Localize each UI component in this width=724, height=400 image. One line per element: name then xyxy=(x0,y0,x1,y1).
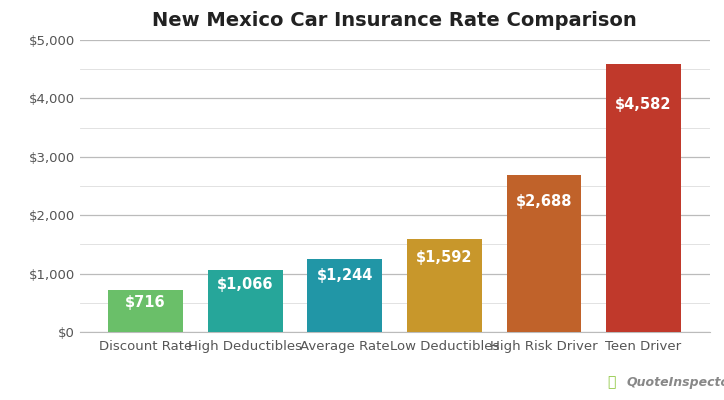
Text: Ⓢ: Ⓢ xyxy=(607,375,616,389)
Text: $716: $716 xyxy=(125,295,166,310)
Bar xyxy=(208,270,282,332)
Text: $1,066: $1,066 xyxy=(217,277,274,292)
Title: New Mexico Car Insurance Rate Comparison: New Mexico Car Insurance Rate Comparison xyxy=(152,11,637,30)
Bar xyxy=(407,239,481,332)
Bar xyxy=(308,259,382,332)
Text: QuoteInspector.com: QuoteInspector.com xyxy=(626,376,724,389)
Text: $1,244: $1,244 xyxy=(316,268,373,283)
Text: $4,582: $4,582 xyxy=(615,96,672,112)
Bar xyxy=(109,290,183,332)
Text: $2,688: $2,688 xyxy=(515,194,572,209)
Text: $1,592: $1,592 xyxy=(416,250,473,265)
Bar xyxy=(606,64,681,332)
Bar xyxy=(507,175,581,332)
